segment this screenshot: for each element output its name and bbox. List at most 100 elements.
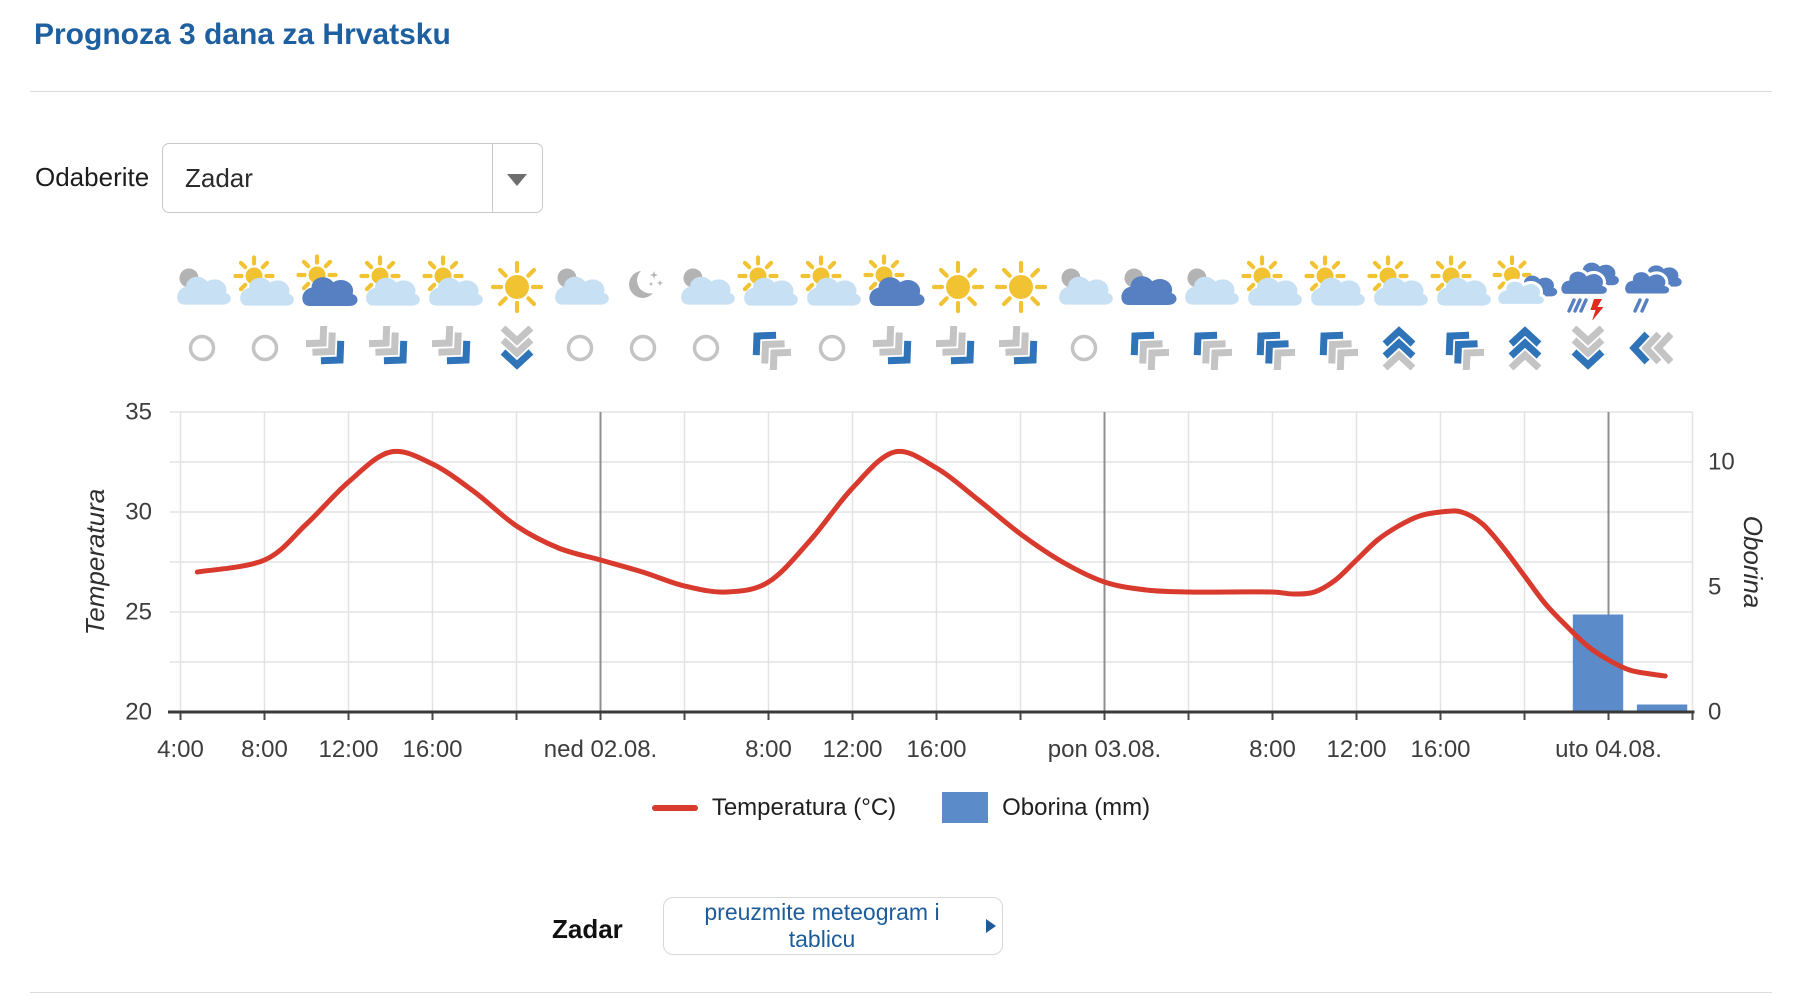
wind-slot (747, 326, 793, 375)
wind-arrow-down-icon (1571, 325, 1604, 370)
wind-arrow-up-left-icon (1130, 331, 1171, 373)
wind-arrow-down-right-icon (996, 323, 1037, 365)
wind-arrow-left-icon (1628, 331, 1674, 365)
wind-slot (870, 323, 917, 375)
x-tick-label: 16:00 (1410, 736, 1470, 763)
chevron-down-icon[interactable] (507, 174, 527, 186)
weather-icon-sun-cloud (1240, 255, 1302, 306)
wind-calm-icon (1070, 334, 1097, 362)
wind-arrow-up-icon (1382, 326, 1415, 371)
weather-slot (421, 254, 487, 325)
wind-slot (429, 323, 476, 375)
temperature-curve (194, 448, 1668, 679)
select-label: Odaberite (35, 162, 150, 192)
weather-slot (925, 254, 991, 325)
wind-slot (621, 326, 665, 375)
wind-calm-icon (566, 334, 593, 362)
weather-icon-cloud-gray-sun (1058, 268, 1113, 305)
x-tick-label: 12:00 (1326, 736, 1386, 763)
x-tick-label: 12:00 (822, 736, 882, 763)
weather-slot (1429, 254, 1495, 325)
weather-slot (358, 254, 424, 325)
weather-icon-cloud-gray-sun (554, 268, 609, 305)
wind-arrow-up-left-icon (1193, 331, 1234, 373)
weather-icon-moon (628, 271, 663, 298)
page-title: Prognoza 3 dana za Hrvatsku (34, 18, 451, 51)
wind-arrow-down-right-icon (303, 323, 344, 365)
weather-icon-sun-cloud-dark (1491, 255, 1557, 320)
weather-slot (1618, 254, 1684, 325)
weather-icon-darkcloud-gray-sun (1120, 268, 1177, 305)
temp-tick-label: 30 (125, 499, 152, 526)
weather-icon-sun-cloud (1366, 255, 1428, 306)
precip-tick-label: 0 (1708, 699, 1721, 726)
weather-slot (232, 254, 298, 325)
weather-slot (1240, 254, 1306, 325)
weather-slot (736, 254, 802, 325)
weather-slot (799, 254, 865, 325)
meteogram-chart: 4:00 8:00 12:00 16:00 ned 02.08. 8:00 12:00 16:… (80, 399, 1768, 764)
wind-slot (1062, 326, 1106, 375)
wind-calm-icon (692, 334, 719, 362)
wind-calm-icon (188, 334, 215, 362)
city-select-value: Zadar (185, 163, 253, 193)
wind-slot (1377, 326, 1421, 375)
weather-slot (1051, 254, 1117, 325)
arrow-right-icon (986, 919, 996, 933)
weather-icon-sun-cloud (1429, 255, 1491, 306)
weather-slot (673, 254, 739, 325)
wind-calm-icon (818, 334, 845, 362)
x-tick-label: pon 03.08. (1048, 736, 1161, 763)
bottom-divider (30, 992, 1772, 993)
wind-arrow-down-icon (500, 325, 533, 370)
legend-box-sample (942, 792, 989, 823)
x-tick-label: 8:00 (1249, 736, 1296, 763)
wind-slot (684, 326, 728, 375)
wind-arrow-down-right-icon (870, 323, 911, 365)
wind-slot (366, 323, 413, 375)
wind-arrow-down-right-icon (429, 323, 470, 365)
temp-tick-label: 25 (125, 599, 152, 626)
temp-axis-title: Temperatura (80, 489, 110, 635)
wind-arrow-up-left-icon (1256, 331, 1297, 373)
x-tick-label: 8:00 (745, 736, 792, 763)
wind-arrow-down-right-icon (366, 323, 407, 365)
wind-slot (1440, 326, 1486, 375)
weather-slot (1555, 254, 1621, 325)
wind-slot (495, 325, 539, 375)
precipitation-bar (1636, 704, 1688, 712)
weather-slot (1177, 254, 1243, 325)
weather-icon-sun-darkcloud (295, 254, 358, 306)
wind-slot (1314, 326, 1360, 375)
weather-icon-sun-cloud (736, 255, 798, 306)
weather-icon-sun-cloud (799, 255, 861, 306)
select-divider (492, 144, 493, 212)
weather-icon-sun-cloud (232, 255, 294, 306)
wind-arrow-up-left-icon (1319, 331, 1360, 373)
weather-slot (1303, 254, 1369, 325)
download-meteogram-label: preuzmite meteogram i tablicu (704, 899, 940, 952)
wind-slot (558, 326, 602, 375)
wind-arrow-up-icon (1508, 326, 1541, 371)
legend-line-sample (651, 804, 698, 811)
weather-slot (610, 254, 676, 325)
legend-item-precipitation: Oborina (mm) (942, 792, 1150, 823)
x-tick-label: 12:00 (318, 736, 378, 763)
x-tick-label: 16:00 (402, 736, 462, 763)
city-name: Zadar (552, 914, 623, 944)
wind-slot (810, 326, 854, 375)
weather-icon-sun-cloud (1303, 255, 1365, 306)
weather-icon-cloud-gray-sun (176, 268, 231, 305)
weather-icon-cloud-gray-sun (1184, 268, 1239, 305)
city-select[interactable]: Zadar (162, 143, 543, 213)
wind-slot (1566, 325, 1610, 375)
wind-calm-icon (251, 334, 278, 362)
weather-icon-sun (994, 260, 1047, 314)
weather-icon-cloud-gray-sun (680, 268, 735, 305)
wind-slot (1188, 326, 1234, 375)
download-meteogram-button[interactable]: preuzmite meteogram i tablicu (663, 897, 1003, 955)
weather-slot (295, 254, 361, 325)
temp-tick-label: 20 (125, 699, 152, 726)
top-divider (30, 91, 1772, 92)
weather-icon-rain (1618, 265, 1682, 313)
